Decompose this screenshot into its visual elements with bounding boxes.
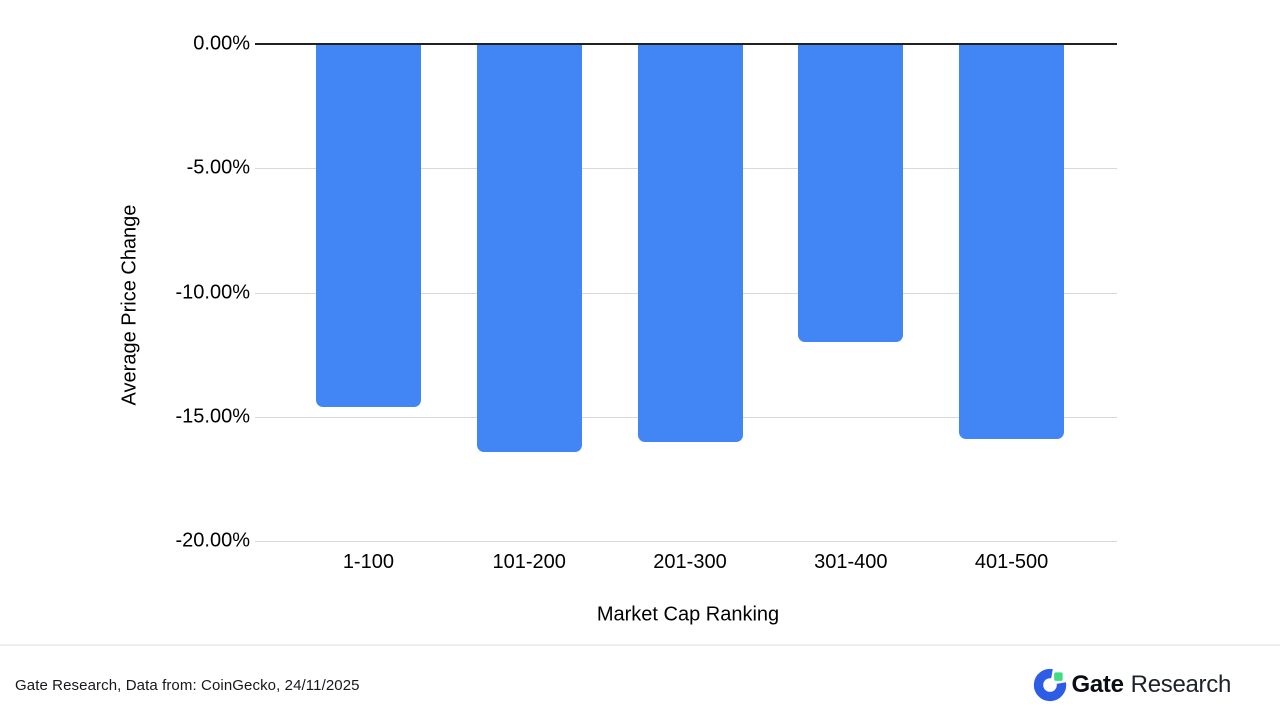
bar-1-100 bbox=[315, 44, 421, 407]
gate-logo-green-square bbox=[1053, 672, 1063, 681]
x-axis-title: Market Cap Ranking bbox=[596, 603, 780, 626]
bar-401-500 bbox=[959, 44, 1065, 440]
x-tick-label: 201-300 bbox=[653, 551, 727, 573]
x-tick-label: 101-200 bbox=[492, 551, 566, 573]
plot-area bbox=[255, 43, 1117, 542]
x-tick-label: 401-500 bbox=[974, 551, 1049, 573]
footer-divider bbox=[0, 644, 1280, 646]
y-tick-label: -15.00% bbox=[175, 405, 251, 428]
y-tick-label: -10.00% bbox=[175, 281, 251, 303]
zero-axis-line bbox=[255, 43, 1117, 45]
gate-logo-wordmark: Gate Research bbox=[1071, 671, 1232, 699]
y-tick-label: -5.00% bbox=[186, 156, 250, 179]
gate-logo-wordmark-bold: Gate bbox=[1071, 671, 1124, 698]
gridline bbox=[255, 541, 1117, 542]
gate-logo-wordmark-regular: Research bbox=[1130, 671, 1232, 698]
gate-logo-icon bbox=[1033, 668, 1066, 702]
gate-logo-ring bbox=[1033, 668, 1066, 702]
y-axis-title: Average Price Change bbox=[118, 204, 141, 406]
x-tick-label: 301-400 bbox=[814, 551, 888, 573]
y-tick-label: -20.00% bbox=[175, 529, 251, 552]
bar-301-400 bbox=[798, 44, 904, 343]
x-tick-label: 1-100 bbox=[342, 551, 394, 573]
y-tick-label: 0.00% bbox=[193, 32, 250, 55]
bar-201-300 bbox=[637, 44, 743, 442]
gate-research-logo: Gate Research bbox=[1033, 668, 1231, 702]
bar-101-200 bbox=[476, 44, 582, 452]
footer-source-text: Gate Research, Data from: CoinGecko, 24/… bbox=[15, 676, 360, 694]
chart-area: Average Price Change Market Cap Ranking … bbox=[118, 32, 1117, 626]
footer: Gate Research, Data from: CoinGecko, 24/… bbox=[0, 646, 1280, 724]
